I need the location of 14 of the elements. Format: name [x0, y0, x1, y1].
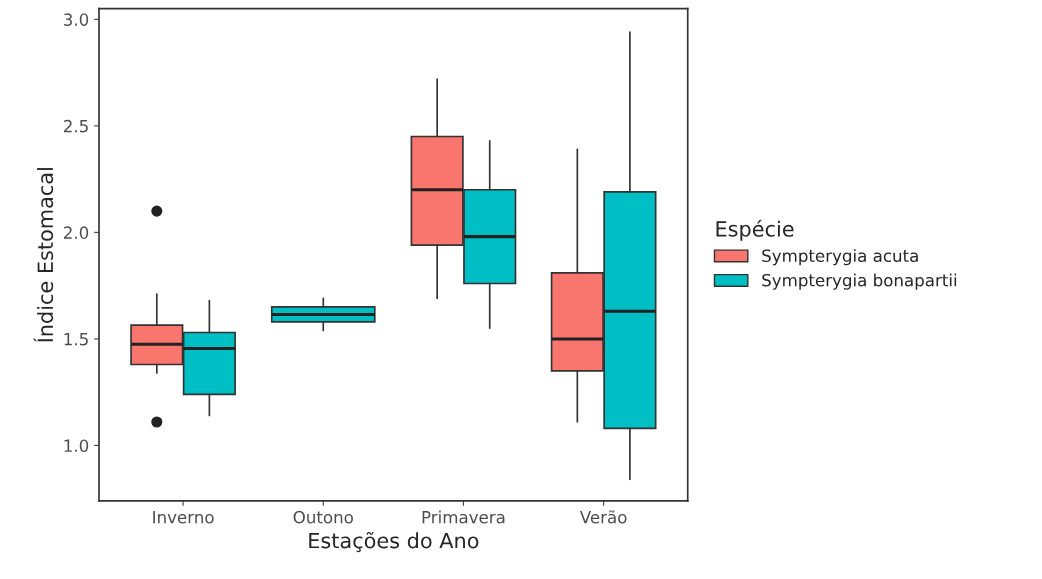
legend-title: Espécie: [716, 219, 794, 241]
y-tick-label: 1.0: [64, 439, 89, 453]
legend-label: Sympterygia bonapartii: [762, 273, 957, 290]
y-tick-label: 2.0: [63, 226, 89, 239]
x-axis-title: Estações do Ano: [309, 531, 479, 553]
y-tick-label: 2.5: [63, 119, 88, 133]
y-tick-label: 3.0: [64, 13, 89, 26]
y-tick-label: 1.5: [64, 333, 88, 346]
x-tick-label: Outono: [293, 510, 353, 524]
x-tick-label: Inverno: [153, 511, 214, 524]
x-tick-label: Verão: [579, 510, 627, 524]
legend-label: Sympterygia acuta: [762, 249, 918, 266]
x-tick-label: Primavera: [422, 510, 505, 524]
y-axis-title: Índice Estomacal: [33, 168, 54, 342]
